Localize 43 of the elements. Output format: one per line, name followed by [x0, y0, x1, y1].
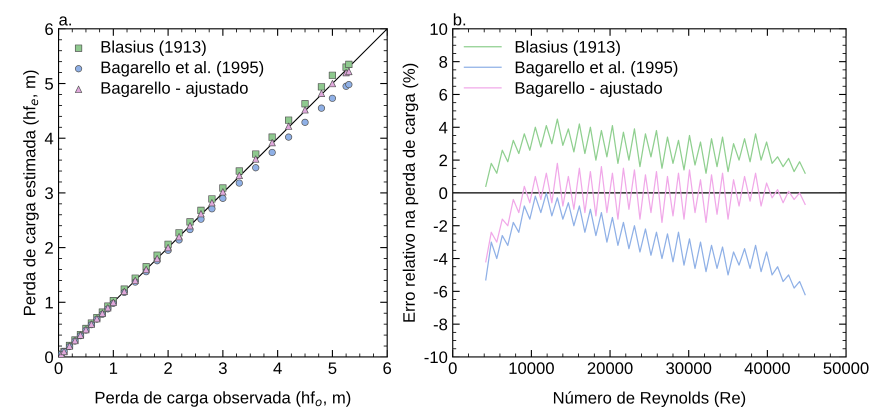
y-tick-label: 3 — [45, 187, 53, 200]
x-tick-label: 4 — [273, 362, 282, 374]
legend-label: Bagarello et al. (1995) — [516, 61, 678, 77]
x-tick-label: 2 — [164, 362, 172, 374]
y-tick-label: -6 — [434, 286, 448, 298]
y-tick-label: 4 — [438, 122, 448, 134]
x-tick-label: 6 — [383, 362, 392, 374]
y-axis-title: Erro relativo na perda de carga (%) — [402, 64, 418, 322]
y-tick-label: 1 — [46, 296, 53, 308]
y-tick-label: 0 — [45, 351, 54, 364]
x-tick-label: 30000 — [666, 362, 712, 374]
x-tick-label: 0 — [448, 362, 457, 374]
y-tick-label: 2 — [439, 154, 448, 166]
x-tick-label: 40000 — [744, 362, 790, 374]
y-tick-label: 0 — [439, 187, 448, 200]
x-tick-label: 5 — [328, 362, 336, 374]
legend-label: Blasius (1913) — [102, 40, 206, 56]
y-tick-label: 8 — [439, 56, 448, 68]
y-tick-label: 10 — [430, 23, 448, 36]
legend-label: Bagarello - ajustado — [516, 82, 662, 98]
y-tick-label: 6 — [45, 23, 53, 36]
x-tick-label: 1 — [110, 362, 118, 374]
y-tick-label: 6 — [439, 88, 448, 101]
y-tick-label: -10 — [424, 351, 448, 364]
y-tick-label: -4 — [434, 253, 448, 265]
x-tick-label: 0 — [54, 362, 63, 374]
y-tick-label: 2 — [45, 242, 53, 254]
x-tick-label: 50000 — [824, 362, 869, 374]
x-tick-label: 10000 — [509, 362, 554, 374]
chart-title: a. — [59, 16, 71, 26]
chart-title: b. — [454, 13, 466, 26]
x-tick-label: 3 — [218, 362, 227, 374]
y-axis-title: Perda de carga estimada (hf$_{e}$, m) — [23, 70, 39, 315]
y-tick-label: 5 — [45, 78, 53, 90]
legend-label: Bagarello - ajustado — [102, 82, 248, 98]
y-tick-label: 4 — [44, 132, 54, 144]
x-axis-title: Número de Reynolds (Re) — [554, 391, 746, 407]
legend-label: Blasius (1913) — [516, 40, 620, 56]
x-tick-label: 20000 — [588, 362, 633, 374]
x-axis-title: Perda de carga observada (hf$_{o}$, m) — [96, 391, 350, 407]
legend-label: Bagarello et al. (1995) — [102, 61, 264, 77]
y-tick-label: -8 — [434, 318, 448, 330]
y-tick-label: -2 — [434, 220, 448, 232]
